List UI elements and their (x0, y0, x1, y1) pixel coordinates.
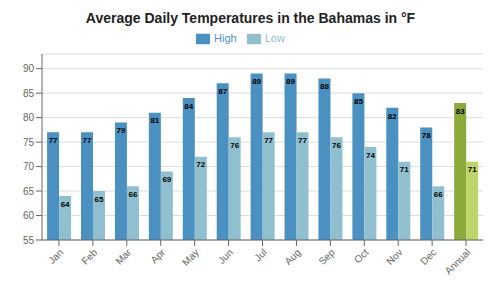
svg-text:60: 60 (23, 210, 35, 221)
svg-text:77: 77 (298, 136, 307, 145)
svg-text:83: 83 (456, 107, 465, 116)
svg-text:66: 66 (128, 190, 137, 199)
svg-text:Mar: Mar (113, 246, 133, 266)
svg-text:69: 69 (162, 175, 171, 184)
svg-text:88: 88 (320, 82, 329, 91)
svg-text:Feb: Feb (79, 246, 99, 266)
svg-text:74: 74 (366, 151, 375, 160)
svg-text:77: 77 (83, 136, 92, 145)
svg-text:Apr: Apr (148, 246, 167, 265)
svg-text:65: 65 (23, 186, 35, 197)
svg-text:77: 77 (49, 136, 58, 145)
svg-text:78: 78 (422, 131, 431, 140)
svg-text:79: 79 (116, 126, 125, 135)
svg-text:66: 66 (434, 190, 443, 199)
svg-text:75: 75 (23, 137, 35, 148)
svg-text:Aug: Aug (282, 247, 302, 267)
svg-text:65: 65 (95, 195, 104, 204)
svg-text:85: 85 (23, 88, 35, 99)
svg-text:81: 81 (150, 116, 159, 125)
svg-text:Jul: Jul (252, 247, 269, 264)
svg-text:70: 70 (23, 161, 35, 172)
html-text:Average Daily Temperatures in: Average Daily Temperatures in the Bahama… (85, 10, 416, 26)
svg-text:55: 55 (23, 235, 35, 246)
svg-text:76: 76 (332, 141, 341, 150)
svg-text:87: 87 (218, 87, 227, 96)
svg-text:71: 71 (468, 165, 477, 174)
svg-text:82: 82 (388, 112, 397, 121)
svg-text:Annual: Annual (443, 247, 473, 277)
svg-text:80: 80 (23, 112, 35, 123)
svg-text:72: 72 (196, 160, 205, 169)
svg-text:64: 64 (61, 200, 70, 209)
svg-text:77: 77 (264, 136, 273, 145)
svg-text:71: 71 (400, 165, 409, 174)
svg-text:89: 89 (286, 77, 295, 86)
svg-text:85: 85 (354, 97, 363, 106)
svg-text:76: 76 (230, 141, 239, 150)
svg-text:Dec: Dec (418, 247, 438, 267)
svg-text:89: 89 (252, 77, 261, 86)
svg-text:Sep: Sep (316, 246, 337, 267)
html-text:High: High (214, 32, 237, 44)
svg-text:Jun: Jun (216, 247, 235, 266)
svg-text:Oct: Oct (352, 247, 371, 266)
svg-text:Nov: Nov (384, 247, 404, 267)
html-text:Low: Low (264, 32, 285, 44)
svg-text:90: 90 (23, 63, 35, 74)
svg-text:84: 84 (184, 102, 193, 111)
svg-text:Jan: Jan (46, 247, 65, 266)
svg-text:May: May (180, 247, 201, 268)
